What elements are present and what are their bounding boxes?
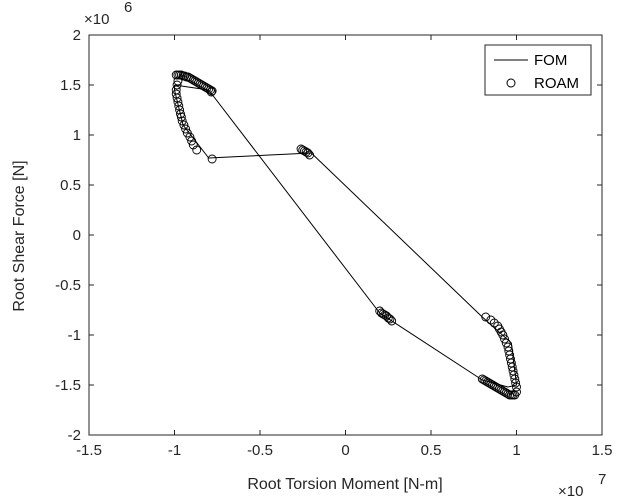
- y-tick-label: 2: [73, 27, 81, 44]
- roam-point: [207, 86, 217, 96]
- y-tick-label: 0.5: [60, 177, 81, 194]
- roam-point: [486, 315, 496, 325]
- roam-point: [187, 136, 197, 146]
- y-multiplier-exponent: 6: [124, 0, 132, 16]
- y-tick-label: -1.5: [55, 377, 81, 394]
- x-tick-label: -1.5: [76, 442, 102, 459]
- y-tick-label: 1.5: [60, 77, 81, 94]
- x-axis-label: Root Torsion Moment [N-m]: [247, 476, 442, 493]
- legend: FOM ROAM: [484, 44, 592, 96]
- roam-point: [177, 116, 187, 126]
- x-tick-label: 0.5: [421, 442, 442, 459]
- x-multiplier-base: ×10: [558, 483, 583, 500]
- roam-point: [192, 145, 202, 155]
- x-axis-multiplier: ×10 7: [558, 471, 606, 500]
- x-tick-label: -1: [168, 442, 181, 459]
- roam-point: [500, 334, 509, 344]
- y-tick-label: -0.5: [55, 277, 81, 294]
- roam-point: [176, 112, 186, 122]
- roam-point: [512, 387, 521, 397]
- ticks-layer: -1.5 -1 -0.5 0 0.5 1 1.5-2-1.5-1-0.500.511.52: [55, 27, 612, 459]
- y-multiplier-base: ×10: [84, 11, 109, 28]
- roam-point: [493, 321, 503, 331]
- x-tick-label: -0.5: [247, 442, 273, 459]
- legend-roam-label: ROAM: [534, 75, 579, 92]
- roam-point: [504, 346, 514, 356]
- roam-point: [387, 316, 397, 326]
- roam-point: [303, 148, 313, 158]
- roam-point: [181, 124, 191, 134]
- x-tick-label: 0: [341, 442, 349, 459]
- y-tick-label: 1: [73, 127, 81, 144]
- roam-point: [188, 140, 198, 150]
- legend-roam-marker-icon: [506, 78, 516, 88]
- legend-fom-label: FOM: [534, 52, 567, 69]
- y-axis-multiplier: ×10 6: [84, 0, 132, 28]
- x-tick-label: 1.5: [592, 442, 613, 459]
- roam-point: [206, 87, 216, 97]
- roam-point: [503, 389, 513, 399]
- roam-point: [503, 342, 513, 352]
- roam-point: [489, 318, 499, 328]
- roam-point: [175, 105, 185, 115]
- legend-box: [484, 44, 592, 96]
- roam-point: [501, 338, 511, 348]
- roam-point: [305, 150, 315, 160]
- y-tick-label: -2: [68, 427, 81, 444]
- roam-point: [385, 314, 395, 324]
- x-multiplier-exponent: 7: [598, 471, 606, 488]
- y-tick-label: -1: [68, 327, 81, 344]
- series-layer: [171, 70, 521, 400]
- roam-point: [172, 80, 182, 90]
- y-axis-label: Root Shear Force [N]: [11, 160, 28, 311]
- roam-point: [382, 311, 391, 321]
- roam-point: [481, 312, 491, 322]
- roam-point: [301, 147, 311, 157]
- roam-point: [173, 76, 183, 86]
- roam-point: [185, 132, 195, 142]
- x-tick-label: 1: [512, 442, 520, 459]
- y-tick-label: 0: [73, 227, 81, 244]
- roam-point: [207, 154, 217, 164]
- roam-point: [179, 120, 189, 130]
- roam-point: [383, 313, 393, 323]
